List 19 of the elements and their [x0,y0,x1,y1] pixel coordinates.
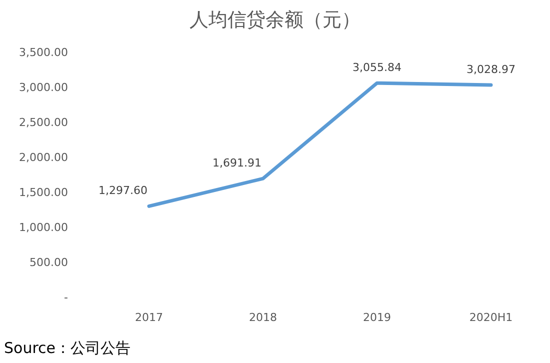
data-label: 1,691.91 [212,156,262,170]
chart-title: 人均信贷余额（元） [190,9,360,31]
y-tick-label: 1,500.00 [19,186,68,199]
y-tick-label: 2,000.00 [19,151,68,164]
x-tick-label: 2019 [363,311,391,324]
x-tick-label: 2017 [135,311,163,324]
data-label: 3,028.97 [466,62,516,76]
source-note: Source：公司公告 [4,339,131,357]
x-tick-label: 2020H1 [469,311,513,324]
line-series [147,81,493,208]
y-tick-label: 3,500.00 [19,46,68,59]
data-label: 3,055.84 [352,61,402,74]
data-label: 1,297.60 [98,184,148,198]
y-tick-label: - [64,291,68,304]
x-tick-label: 2018 [249,311,277,324]
y-tick-label: 3,000.00 [19,81,68,94]
y-tick-label: 1,000.00 [19,221,68,234]
y-tick-label: 500.00 [30,256,68,269]
y-tick-label: 2,500.00 [19,116,68,129]
